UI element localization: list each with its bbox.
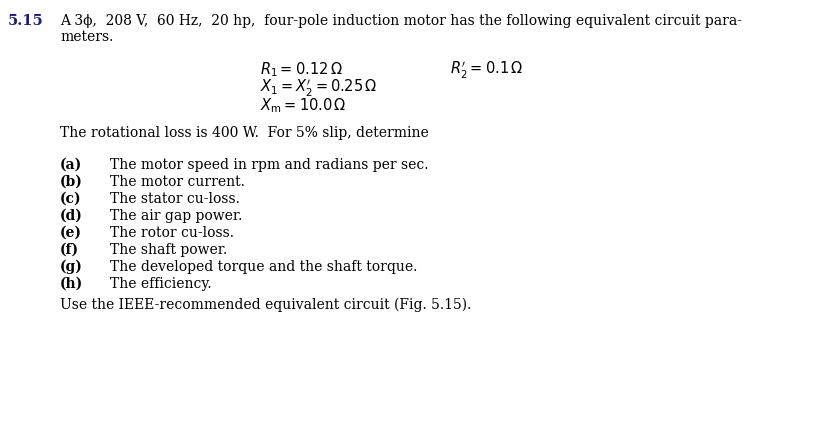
Text: Use the IEEE-recommended equivalent circuit (Fig. 5.15).: Use the IEEE-recommended equivalent circ… bbox=[60, 298, 472, 313]
Text: (h): (h) bbox=[60, 277, 83, 291]
Text: The motor current.: The motor current. bbox=[110, 175, 245, 189]
Text: The rotor cu-loss.: The rotor cu-loss. bbox=[110, 226, 234, 240]
Text: The motor speed in rpm and radians per sec.: The motor speed in rpm and radians per s… bbox=[110, 158, 429, 172]
Text: The shaft power.: The shaft power. bbox=[110, 243, 227, 257]
Text: (a): (a) bbox=[60, 158, 82, 172]
Text: $R_2^{\prime} = 0.1\,\Omega$: $R_2^{\prime} = 0.1\,\Omega$ bbox=[450, 60, 524, 81]
Text: meters.: meters. bbox=[60, 30, 113, 44]
Text: A 3ϕ,  208 V,  60 Hz,  20 hp,  four-pole induction motor has the following equiv: A 3ϕ, 208 V, 60 Hz, 20 hp, four-pole ind… bbox=[60, 14, 742, 28]
Text: (d): (d) bbox=[60, 209, 83, 223]
Text: The rotational loss is 400 W.  For 5% slip, determine: The rotational loss is 400 W. For 5% sli… bbox=[60, 126, 429, 140]
Text: (f): (f) bbox=[60, 243, 79, 257]
Text: $X_1 = X_2^{\prime} = 0.25\,\Omega$: $X_1 = X_2^{\prime} = 0.25\,\Omega$ bbox=[260, 78, 378, 99]
Text: The efficiency.: The efficiency. bbox=[110, 277, 211, 291]
Text: The stator cu-loss.: The stator cu-loss. bbox=[110, 192, 240, 206]
Text: The air gap power.: The air gap power. bbox=[110, 209, 242, 223]
Text: The developed torque and the shaft torque.: The developed torque and the shaft torqu… bbox=[110, 260, 417, 274]
Text: $X_{\mathrm{m}} = 10.0\,\Omega$: $X_{\mathrm{m}} = 10.0\,\Omega$ bbox=[260, 96, 347, 115]
Text: 5.15: 5.15 bbox=[8, 14, 44, 28]
Text: (b): (b) bbox=[60, 175, 83, 189]
Text: (e): (e) bbox=[60, 226, 82, 240]
Text: $R_1 = 0.12\,\Omega$: $R_1 = 0.12\,\Omega$ bbox=[260, 60, 342, 79]
Text: (c): (c) bbox=[60, 192, 81, 206]
Text: (g): (g) bbox=[60, 260, 83, 275]
